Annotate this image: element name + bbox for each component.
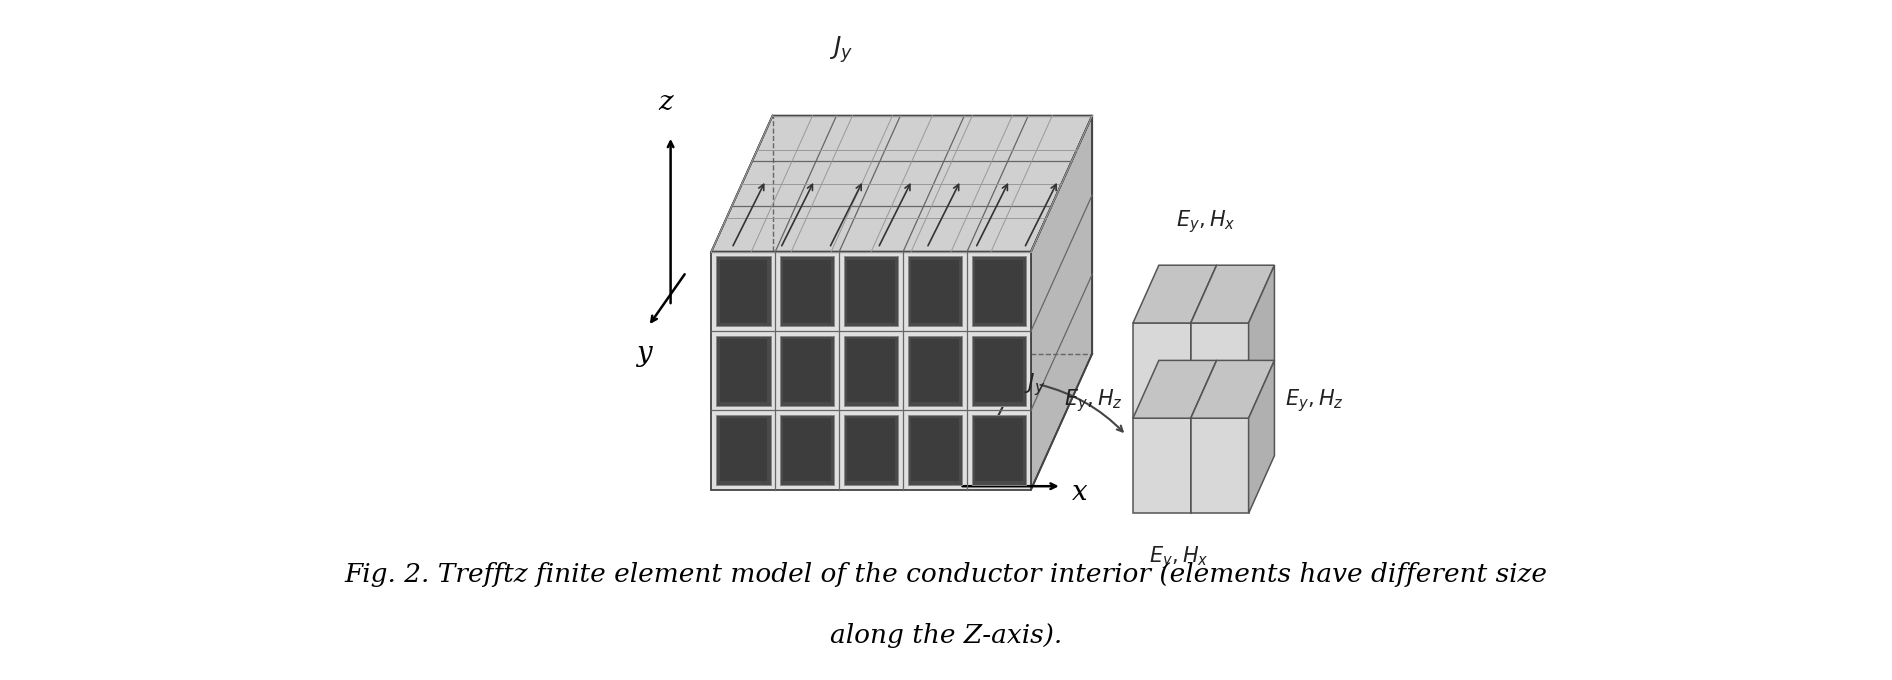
Bar bbox=[717, 336, 770, 405]
Polygon shape bbox=[1190, 265, 1217, 418]
Bar bbox=[848, 418, 895, 481]
Polygon shape bbox=[1031, 116, 1092, 490]
Bar bbox=[844, 256, 899, 326]
Bar bbox=[848, 339, 895, 402]
Polygon shape bbox=[711, 116, 1092, 252]
Polygon shape bbox=[1133, 323, 1190, 418]
Bar bbox=[719, 418, 766, 481]
Bar bbox=[783, 418, 831, 481]
Bar bbox=[912, 260, 959, 323]
Text: y: y bbox=[636, 340, 651, 367]
Bar bbox=[780, 415, 834, 485]
Text: $E_y, H_z$: $E_y, H_z$ bbox=[1063, 388, 1122, 414]
Bar bbox=[717, 415, 770, 485]
Bar bbox=[912, 418, 959, 481]
Polygon shape bbox=[1133, 265, 1217, 323]
Text: $J_y$: $J_y$ bbox=[829, 34, 853, 65]
Bar bbox=[717, 256, 770, 326]
Bar bbox=[908, 256, 963, 326]
Bar bbox=[780, 336, 834, 405]
Polygon shape bbox=[1249, 360, 1275, 513]
Text: $J_y$: $J_y$ bbox=[1024, 371, 1046, 398]
Text: $E_y, H_z$: $E_y, H_z$ bbox=[1285, 388, 1343, 414]
Bar bbox=[974, 418, 1024, 481]
Polygon shape bbox=[1133, 360, 1217, 418]
Bar bbox=[974, 339, 1024, 402]
Bar bbox=[719, 339, 766, 402]
Bar bbox=[783, 339, 831, 402]
Bar bbox=[780, 256, 834, 326]
Text: x: x bbox=[1071, 479, 1088, 507]
Bar bbox=[972, 336, 1025, 405]
Text: Fig. 2. Trefftz finite element model of the conductor interior (elements have di: Fig. 2. Trefftz finite element model of … bbox=[344, 562, 1548, 587]
Polygon shape bbox=[1190, 323, 1249, 418]
Bar bbox=[783, 260, 831, 323]
Text: z: z bbox=[658, 88, 672, 116]
Bar bbox=[908, 336, 963, 405]
Bar bbox=[972, 415, 1025, 485]
Polygon shape bbox=[711, 252, 1031, 490]
Polygon shape bbox=[1249, 265, 1275, 418]
Polygon shape bbox=[1133, 418, 1190, 513]
Bar bbox=[912, 339, 959, 402]
Bar bbox=[719, 260, 766, 323]
Polygon shape bbox=[1190, 360, 1275, 418]
Bar bbox=[972, 256, 1025, 326]
Bar bbox=[908, 415, 963, 485]
Bar bbox=[974, 260, 1024, 323]
Polygon shape bbox=[1190, 265, 1275, 323]
Bar bbox=[844, 336, 899, 405]
Text: along the Z-axis).: along the Z-axis). bbox=[831, 624, 1061, 648]
Bar bbox=[844, 415, 899, 485]
Polygon shape bbox=[1190, 360, 1217, 513]
Bar bbox=[848, 260, 895, 323]
Text: $E_y, H_x$: $E_y, H_x$ bbox=[1177, 208, 1235, 235]
Text: $E_y, H_x$: $E_y, H_x$ bbox=[1150, 544, 1209, 571]
Polygon shape bbox=[1190, 418, 1249, 513]
